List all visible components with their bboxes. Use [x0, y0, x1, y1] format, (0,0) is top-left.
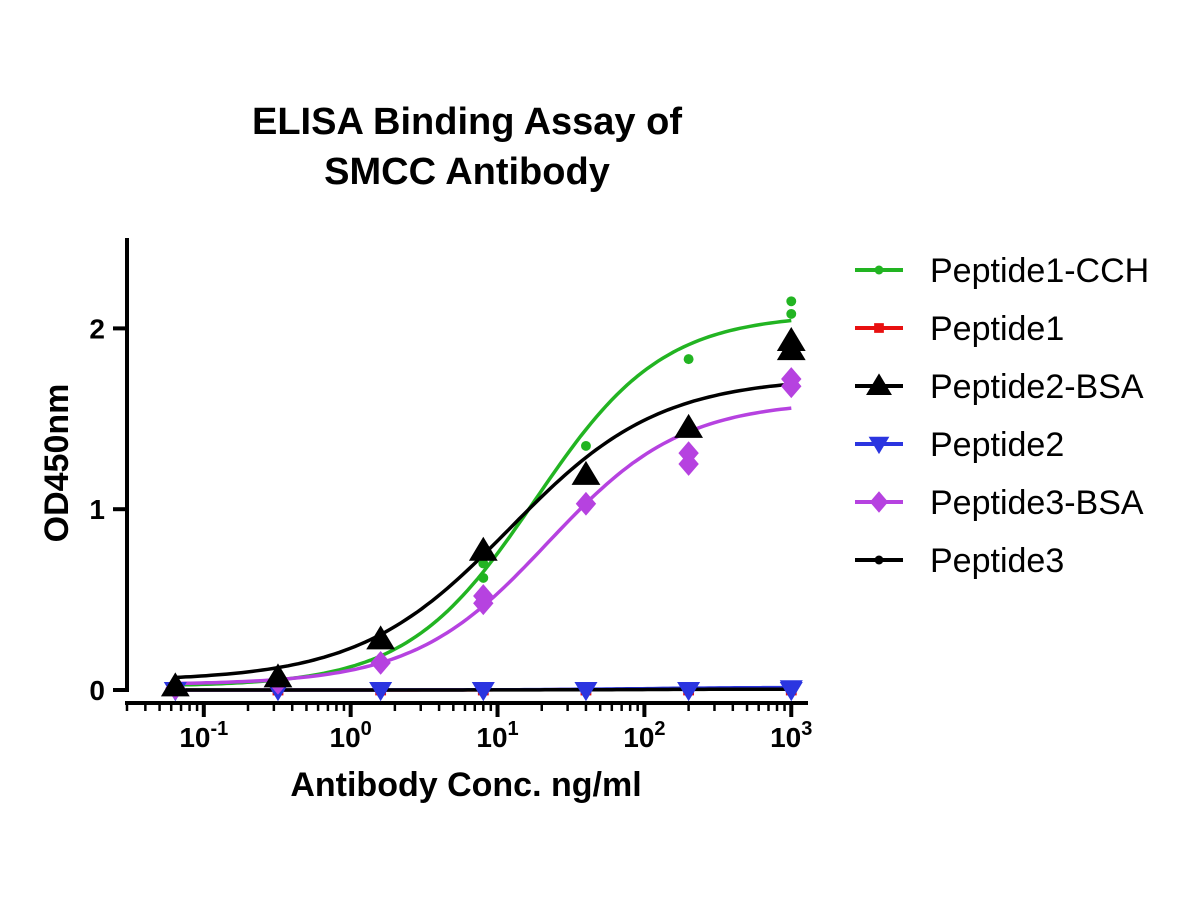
axes: 0 1 2 10-1 100 101 102 103	[89, 238, 812, 753]
data-point-peptide3-bsa	[370, 650, 391, 675]
data-points	[160, 296, 806, 702]
legend-marker	[868, 436, 890, 455]
x-tick-label: 101	[476, 718, 518, 753]
legend-marker	[874, 265, 884, 275]
data-point-peptide1-cch	[786, 308, 797, 319]
legend-label: Peptide3	[930, 542, 1064, 580]
legend-item: Peptide3-BSA	[855, 484, 1144, 522]
legend-label: Peptide1-CCH	[930, 252, 1149, 290]
legend-label: Peptide1	[930, 310, 1064, 348]
legend-marker	[874, 323, 884, 333]
chart-title-line-1: ELISA Binding Assay of	[252, 101, 682, 143]
fit-curves	[175, 318, 792, 692]
data-point-peptide2	[779, 680, 803, 700]
data-point-peptide2-bsa	[776, 327, 806, 352]
legend: Peptide1-CCH Peptide1 Peptide2-BSA Peptide2…	[855, 252, 1149, 580]
legend-item: Peptide1-CCH	[855, 252, 1149, 290]
data-point-peptide2-bsa	[366, 625, 396, 650]
y-axis-label: OD450nm	[38, 384, 76, 543]
legend-item: Peptide2	[855, 426, 1064, 464]
data-point-peptide2	[677, 682, 701, 702]
legend-label: Peptide2	[930, 426, 1064, 464]
y-tick-label: 0	[89, 675, 105, 706]
legend-marker	[869, 491, 889, 513]
data-point-peptide1-cch	[581, 440, 591, 451]
legend-marker	[866, 373, 892, 395]
legend-item: Peptide3	[855, 542, 1064, 580]
legend-item: Peptide1	[855, 310, 1064, 348]
data-point-peptide1-cch	[478, 572, 489, 583]
x-tick-label: 10-1	[179, 718, 228, 753]
legend-item: Peptide2-BSA	[855, 368, 1144, 406]
data-point-peptide3-bsa	[678, 441, 699, 466]
data-point-peptide2-bsa	[160, 672, 190, 697]
y-tick-label: 2	[89, 313, 105, 344]
x-axis-label: Antibody Conc. ng/ml	[290, 766, 641, 804]
data-point-peptide1-cch	[478, 558, 489, 569]
data-point-peptide2	[574, 682, 598, 702]
data-point-peptide2	[369, 682, 393, 702]
data-point-peptide3-bsa	[575, 491, 597, 516]
data-point-peptide2-bsa	[263, 663, 293, 688]
x-tick-label: 100	[330, 718, 372, 753]
data-point-peptide3-bsa	[781, 367, 802, 391]
legend-marker	[874, 555, 884, 565]
data-point-peptide1-cch	[786, 296, 797, 307]
chart-title-line-2: SMCC Antibody	[324, 151, 610, 193]
fit-curve-peptide1-cch	[175, 318, 792, 687]
data-point-peptide1-cch	[683, 354, 694, 365]
data-point-peptide3-bsa	[473, 584, 494, 608]
data-point-peptide2-bsa	[468, 536, 498, 561]
legend-label: Peptide2-BSA	[930, 368, 1144, 406]
data-point-peptide2	[471, 682, 495, 702]
data-point-peptide2-bsa	[674, 413, 704, 438]
x-tick-label: 102	[623, 718, 665, 753]
y-tick-label: 1	[89, 494, 105, 525]
legend-label: Peptide3-BSA	[930, 484, 1144, 522]
chart-title: ELISA Binding Assay of SMCC Antibody	[252, 101, 682, 193]
data-point-peptide2-bsa	[571, 460, 601, 485]
x-tick-label: 103	[770, 718, 812, 753]
